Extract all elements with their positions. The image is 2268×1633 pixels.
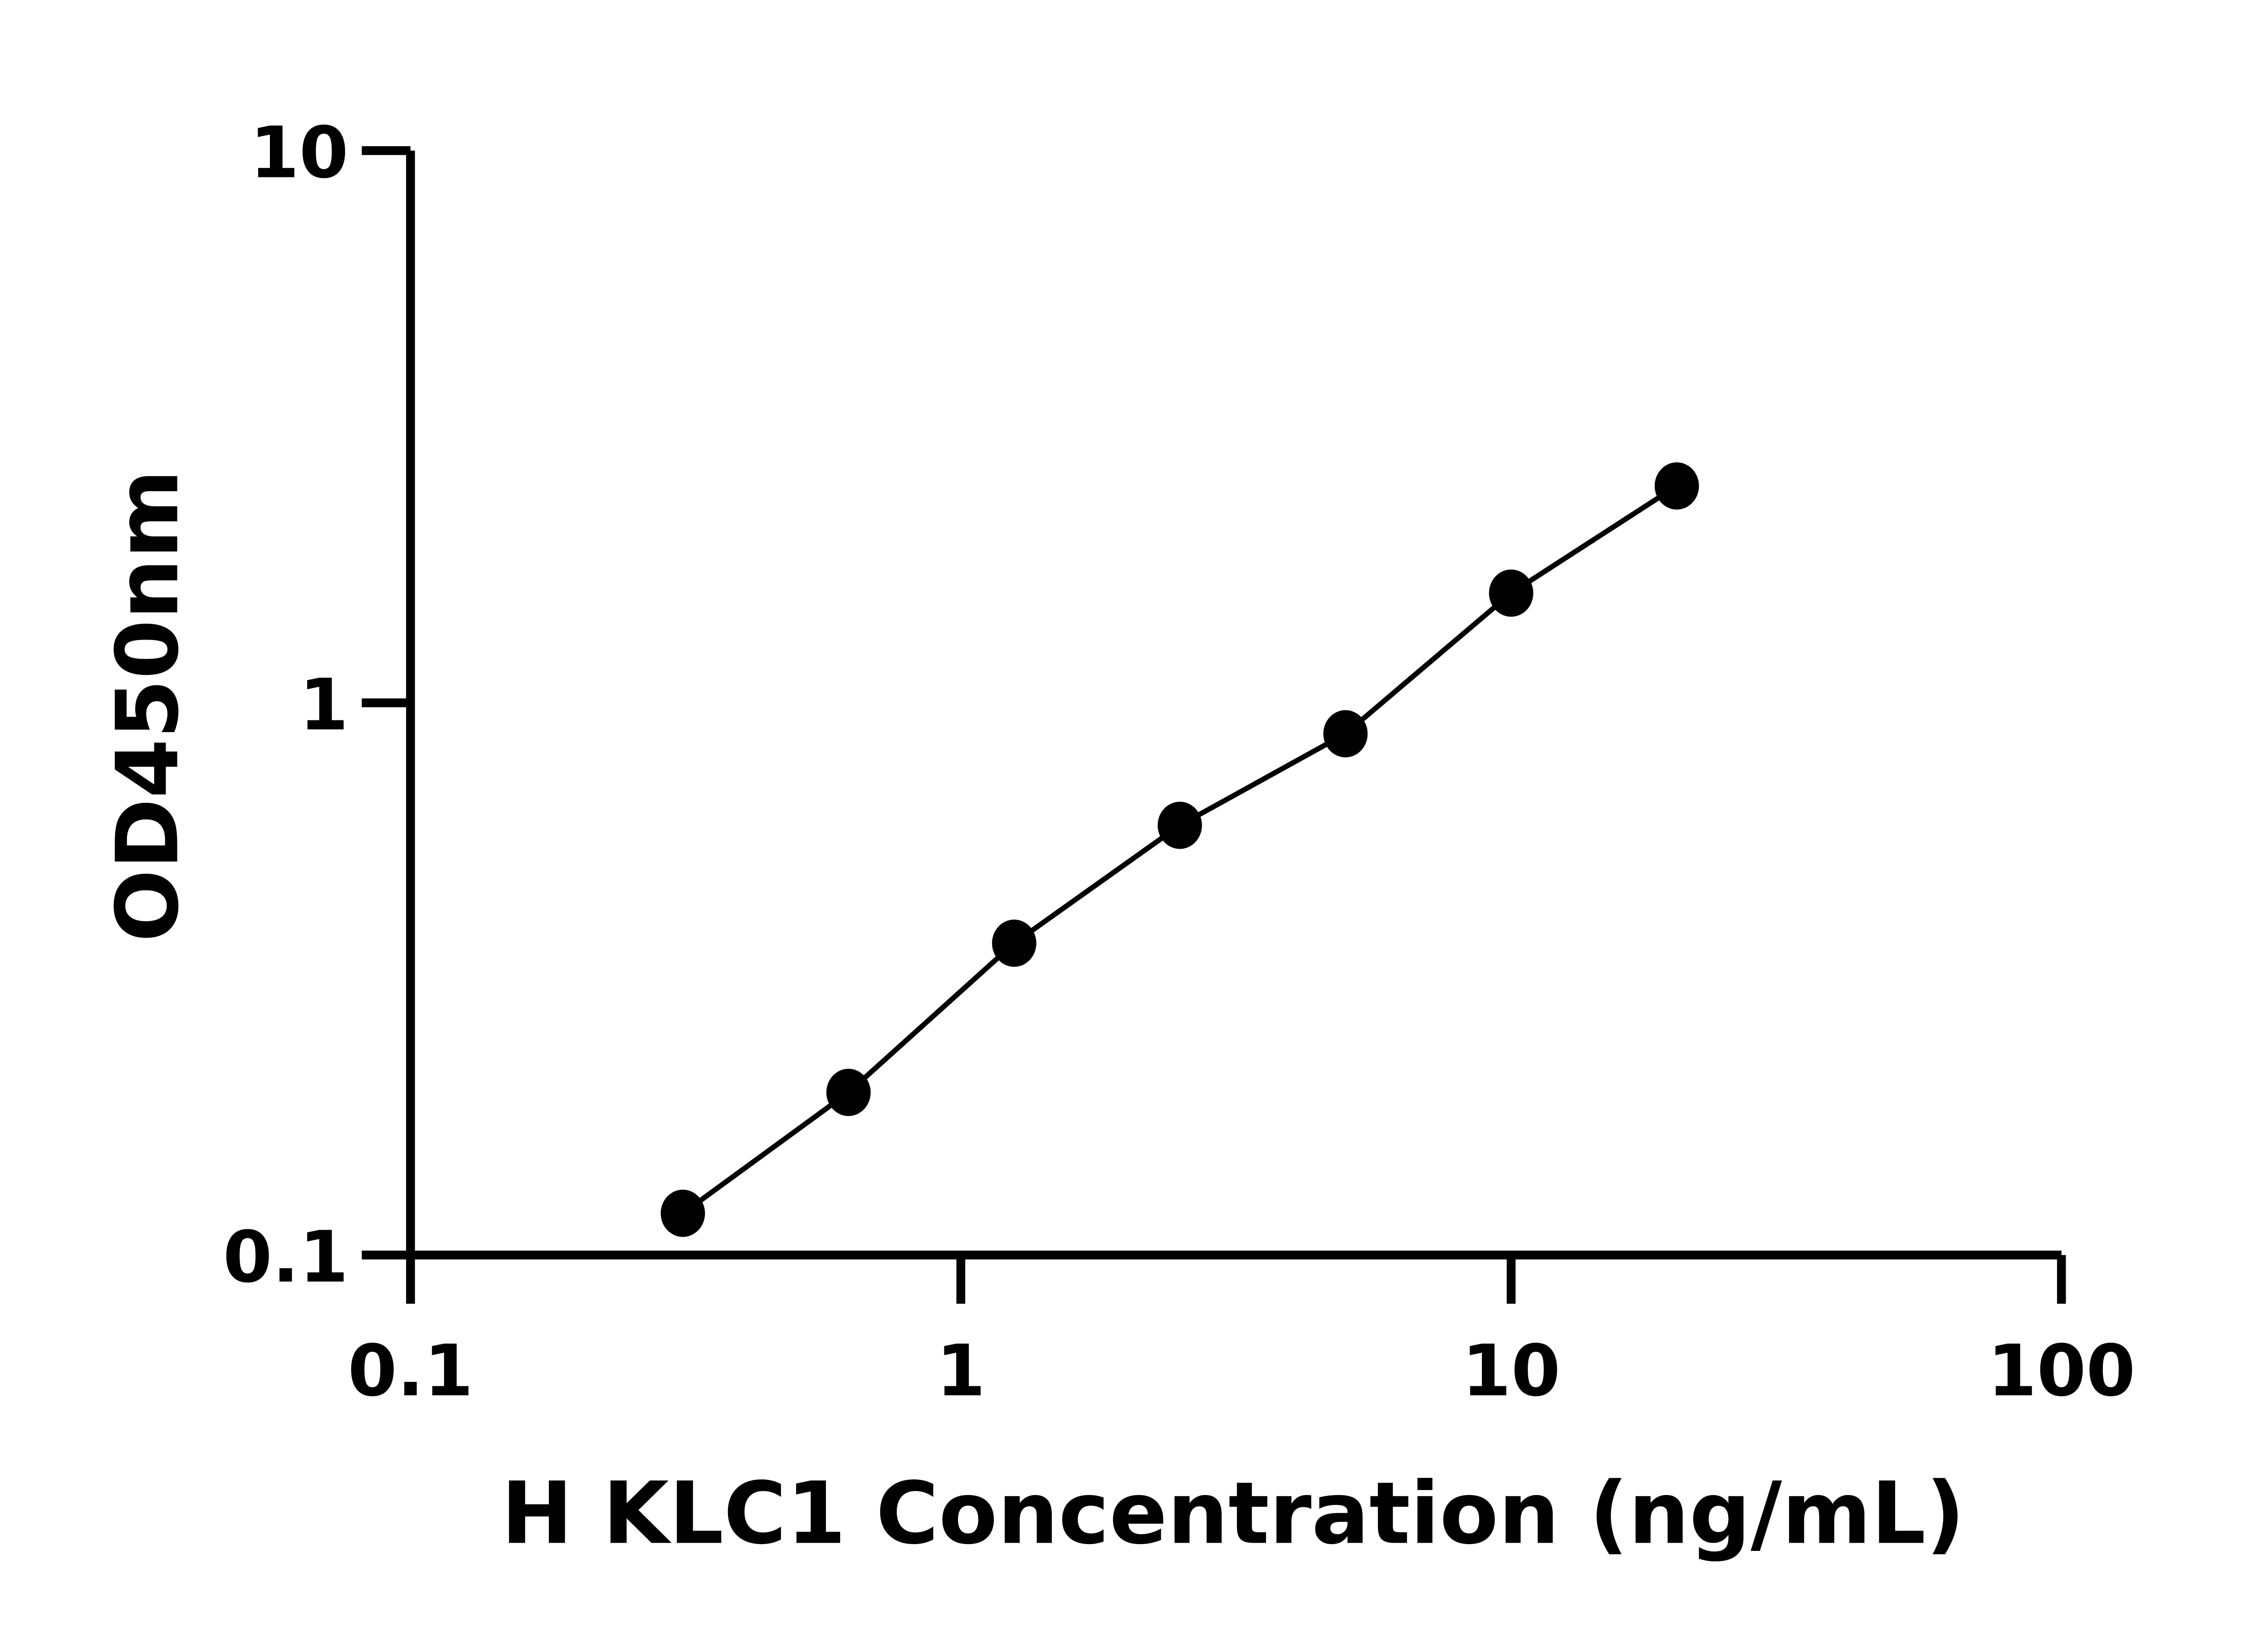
y-tick-label: 10 [250, 112, 348, 194]
y-axis-label: OD450nm [98, 469, 198, 942]
data-point [1158, 802, 1202, 849]
data-point [992, 919, 1036, 967]
series [660, 462, 1699, 1237]
data-point [1323, 710, 1368, 758]
data-point [1489, 569, 1534, 617]
x-axis-label: H KLC1 Concentration (ng/mL) [501, 1463, 1965, 1563]
y-tick-label: 0.1 [223, 1216, 348, 1298]
y-tick-label: 1 [299, 664, 349, 746]
x-tick-label: 100 [1988, 1330, 2136, 1412]
data-point [1654, 462, 1699, 510]
x-tick-label: 0.1 [348, 1330, 474, 1412]
x-tick-label: 10 [1462, 1330, 1560, 1412]
data-point [660, 1189, 705, 1237]
data-point [826, 1069, 871, 1116]
axes: 0.1 1 10 100 0.1 1 10 [223, 112, 2135, 1412]
x-tick-label: 1 [936, 1330, 986, 1412]
